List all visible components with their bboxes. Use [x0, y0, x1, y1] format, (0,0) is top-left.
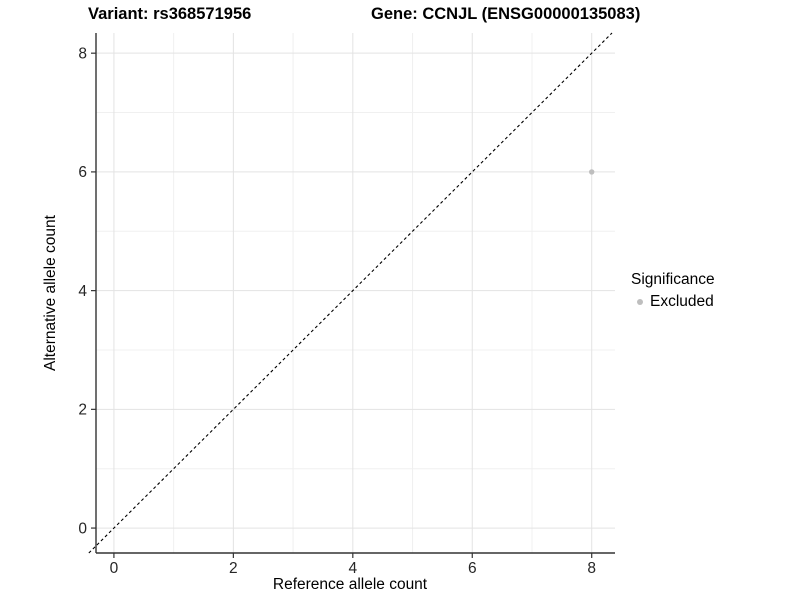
data-point — [589, 169, 595, 175]
x-tick-label: 2 — [229, 560, 238, 577]
legend-item-label: Excluded — [650, 293, 714, 310]
panel-background — [96, 33, 615, 553]
x-tick-label: 8 — [587, 560, 596, 577]
y-tick-label: 2 — [78, 402, 87, 419]
x-tick-label: 0 — [110, 560, 119, 577]
y-tick-label: 6 — [78, 164, 87, 181]
x-axis-title: Reference allele count — [272, 576, 428, 593]
x-tick-label: 6 — [468, 560, 477, 577]
x-tick-label: 4 — [348, 560, 357, 577]
legend-title: Significance — [631, 271, 715, 288]
y-axis-title: Alternative allele count — [42, 215, 59, 371]
excluded-point-swatch-icon — [637, 298, 643, 305]
y-tick-label: 8 — [78, 45, 87, 62]
plot-title-gene: Gene: CCNJL (ENSG00000135083) — [371, 5, 641, 23]
y-tick-label: 0 — [78, 520, 87, 537]
y-tick-label: 4 — [78, 283, 87, 300]
legend: Significance Excluded — [631, 270, 715, 311]
plot-title-variant: Variant: rs368571956 — [88, 5, 252, 23]
legend-item-excluded: Excluded — [631, 292, 715, 311]
